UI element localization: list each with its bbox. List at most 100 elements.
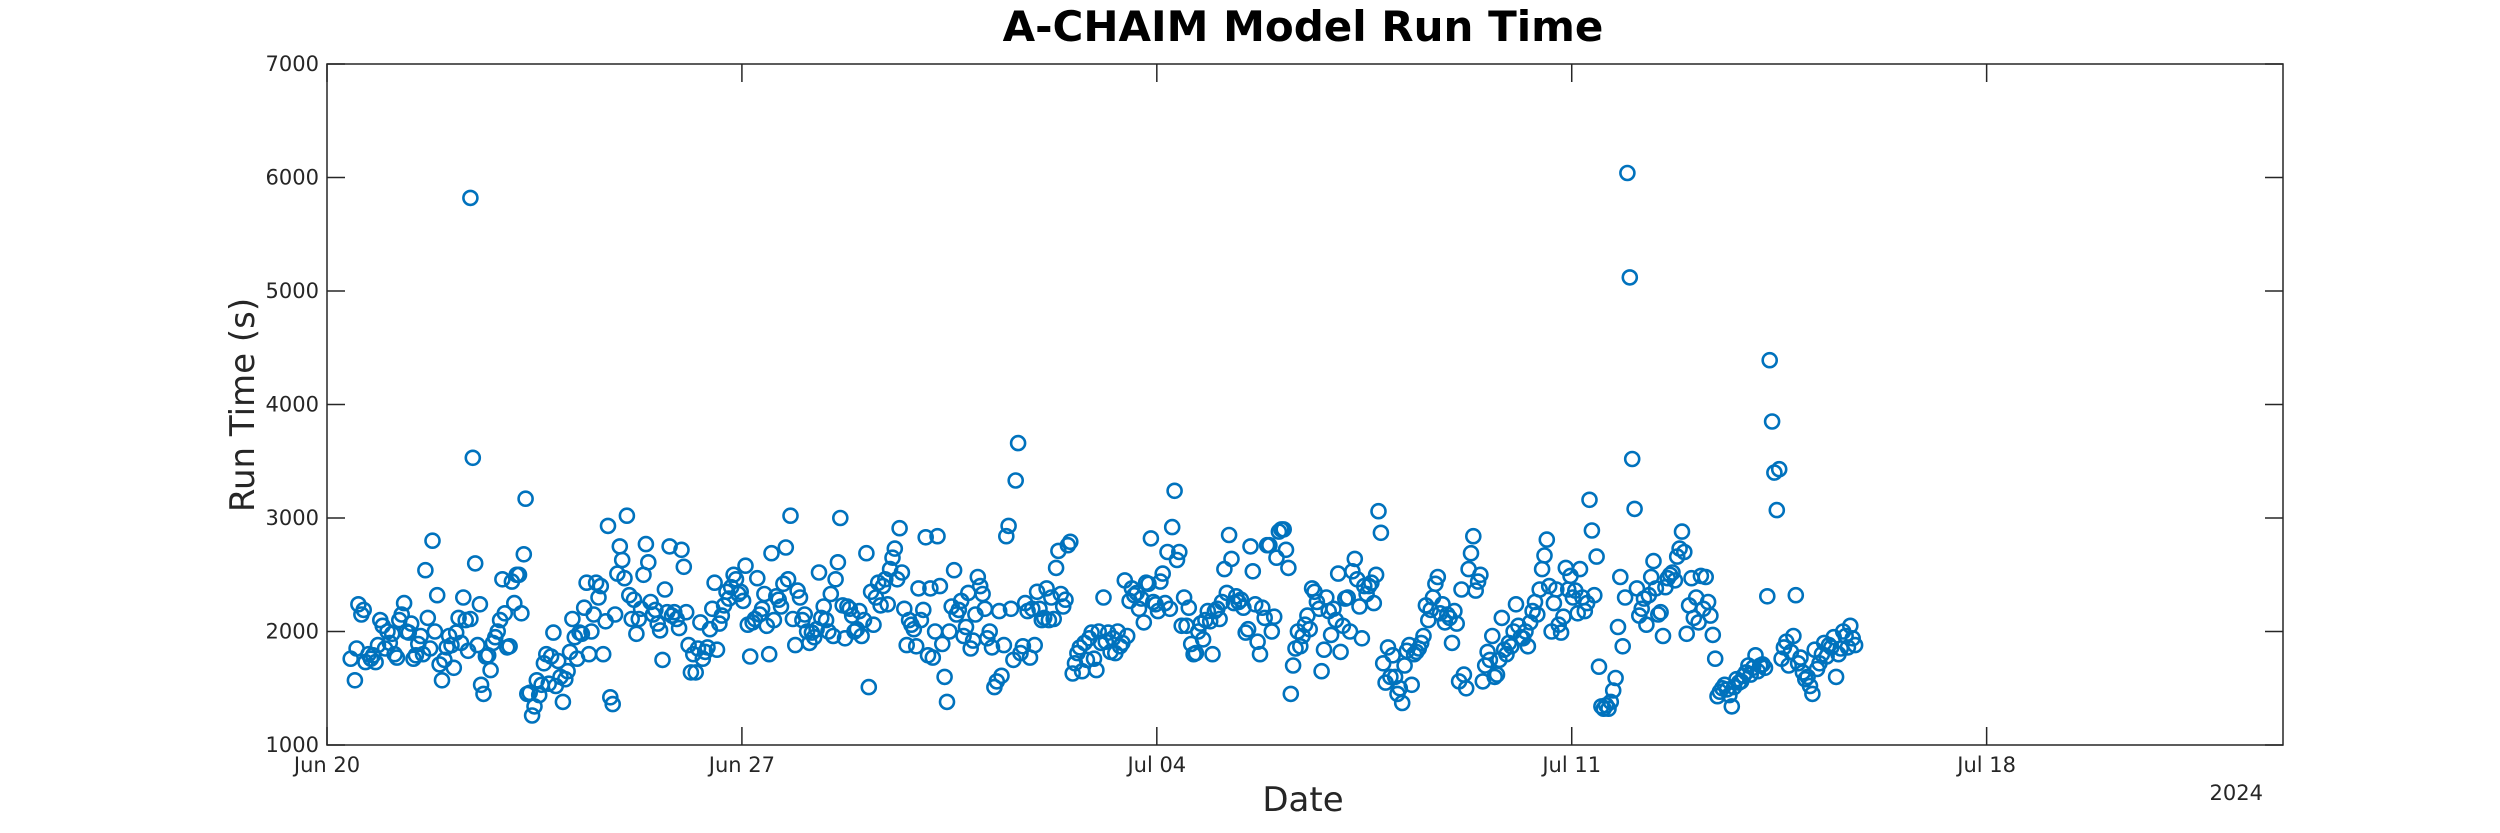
y-tick-label: 4000 <box>266 393 319 417</box>
y-tick-label: 2000 <box>266 620 319 644</box>
data-point <box>1548 581 1565 598</box>
data-point <box>1367 566 1385 584</box>
data-point <box>1550 616 1567 634</box>
data-point <box>1095 589 1112 606</box>
data-point <box>1372 524 1390 542</box>
data-point <box>1569 604 1586 622</box>
data-point <box>1538 531 1556 548</box>
data-point <box>1818 648 1835 665</box>
data-point <box>922 580 939 597</box>
data-point <box>1576 602 1594 620</box>
data-point <box>1201 612 1219 630</box>
data-point <box>1078 651 1096 669</box>
data-point <box>827 570 844 588</box>
data-point <box>1462 544 1480 562</box>
data-point <box>1275 521 1292 538</box>
data-point <box>1315 641 1333 659</box>
data-point <box>1721 686 1738 704</box>
data-point <box>594 645 612 663</box>
data-point <box>494 570 511 588</box>
data-point <box>630 610 648 628</box>
data-point <box>1187 644 1205 662</box>
data-point <box>1292 637 1309 655</box>
data-point <box>1083 624 1100 641</box>
data-point <box>708 641 726 659</box>
data-point <box>1616 589 1634 606</box>
y-tick-label: 3000 <box>266 506 319 530</box>
data-point <box>941 623 958 640</box>
data-point <box>1135 614 1153 631</box>
data-point <box>765 611 783 629</box>
data-point <box>1007 472 1025 489</box>
data-point <box>556 670 574 688</box>
data-point <box>1256 609 1273 627</box>
y-tick-label: 7000 <box>266 52 319 76</box>
data-point <box>1607 669 1624 687</box>
data-point <box>1519 637 1537 655</box>
data-point <box>1280 559 1297 577</box>
data-point <box>1239 620 1257 638</box>
data-point <box>1088 661 1105 679</box>
data-point <box>879 595 897 613</box>
data-point <box>924 649 942 666</box>
data-point <box>732 583 750 601</box>
data-point <box>428 586 446 604</box>
data-point <box>1085 650 1103 668</box>
data-point <box>412 627 430 645</box>
data-point <box>355 601 373 619</box>
y-tick-label: 1000 <box>266 733 319 757</box>
data-point <box>618 507 636 525</box>
data-point <box>1785 627 1802 645</box>
data-point <box>914 601 932 619</box>
data-point <box>1768 501 1786 519</box>
data-point <box>471 595 489 613</box>
data-point <box>1254 599 1271 617</box>
data-point <box>1533 560 1551 578</box>
data-point <box>1026 636 1043 654</box>
data-point <box>515 545 533 563</box>
data-point <box>469 636 486 654</box>
data-point <box>1045 610 1062 628</box>
data-point <box>779 570 797 588</box>
data-point <box>1683 569 1700 587</box>
data-point <box>950 601 968 619</box>
data-point <box>651 622 669 639</box>
data-point <box>831 509 849 527</box>
data-point <box>639 553 657 571</box>
data-point <box>775 575 792 593</box>
data-point <box>957 618 975 636</box>
data-point <box>1024 600 1041 618</box>
x-axis-year-label: 2024 <box>2210 781 2263 805</box>
x-axis-ticks: Jun 20 Jun 27 Jul 04 Jul 11 Jul 18 <box>292 64 2016 777</box>
data-point <box>772 598 790 615</box>
data-point <box>682 664 700 681</box>
data-point <box>1448 615 1465 632</box>
data-point <box>983 639 1001 656</box>
data-point <box>383 625 401 643</box>
data-point <box>817 611 835 629</box>
data-point <box>1277 541 1295 559</box>
data-point <box>1623 450 1641 468</box>
data-point <box>1268 549 1285 567</box>
data-point <box>417 561 434 579</box>
data-point <box>1154 565 1171 582</box>
data-point <box>1479 643 1496 661</box>
data-point <box>673 541 690 559</box>
data-point <box>549 652 567 670</box>
data-point <box>1706 650 1724 668</box>
data-point <box>1325 600 1342 618</box>
y-axis-ticks: 1000 2000 3000 4000 5000 6000 7000 <box>266 52 2283 757</box>
data-point <box>1175 589 1193 606</box>
data-point <box>1650 606 1667 623</box>
data-point <box>829 553 847 571</box>
data-point <box>1014 637 1032 655</box>
data-point <box>613 551 631 569</box>
data-point <box>1244 562 1262 580</box>
data-point <box>782 507 799 525</box>
data-point <box>1412 634 1430 652</box>
data-point <box>791 589 809 606</box>
data-point <box>1393 694 1411 712</box>
data-point <box>1064 665 1081 682</box>
data-point <box>1664 564 1681 581</box>
data-point <box>1619 164 1636 182</box>
